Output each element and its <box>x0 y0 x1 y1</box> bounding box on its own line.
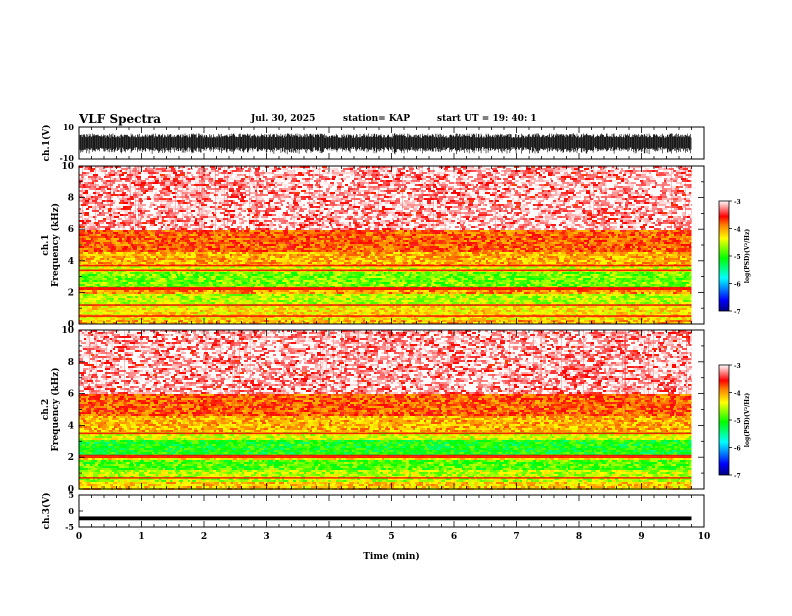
ch1-colorbar-title: log(PSD)(V²/Hz) <box>744 229 751 284</box>
station-label: station= KAP <box>343 114 410 124</box>
ch1-colorbar-label: -6 <box>734 282 741 289</box>
ch1-ylabel-freq: Frequency (kHz) <box>50 203 61 287</box>
ch2-spectrogram <box>79 330 692 490</box>
date-label: Jul. 30, 2025 <box>251 114 315 124</box>
x-tick-label: 0 <box>76 532 82 542</box>
ch2-ylabel-channel: ch.2 <box>41 399 51 420</box>
x-tick-label: 9 <box>638 532 644 542</box>
ch1-waveform-trace <box>80 133 691 154</box>
x-tick-label: 2 <box>201 532 207 542</box>
ch2-ylabel-freq: Frequency (kHz) <box>50 367 61 451</box>
ch1-colorbar-label: -5 <box>734 254 741 261</box>
ch3-ytick-label: 5 <box>68 490 74 500</box>
figure-title: VLF Spectra <box>79 112 161 126</box>
ch2-ytick-label: 2 <box>68 453 74 463</box>
ch2-ytick-label: 6 <box>68 390 74 400</box>
x-tick-label: 6 <box>451 532 457 542</box>
ch1-ytick-label: 2 <box>68 288 74 298</box>
ch1-ytick-label: 10 <box>61 162 74 172</box>
vlf-spectra-figure: VLF Spectra Jul. 30, 2025 station= KAP s… <box>0 0 792 612</box>
plot-area: 10-10ch.1(V)0246810ch.1Frequency (kHz)-3… <box>0 0 792 612</box>
ch1-waveform-ylabel: ch.1(V) <box>41 125 52 162</box>
x-tick-label: 1 <box>138 532 144 542</box>
ch2-colorbar-label: -6 <box>734 446 741 453</box>
x-tick-label: 3 <box>263 532 269 542</box>
ch3-ytick-label: 0 <box>68 506 74 516</box>
ch2-colorbar-label: -3 <box>734 363 741 370</box>
x-tick-label: 8 <box>576 532 582 542</box>
ch1-ylabel-channel: ch.1 <box>41 234 51 255</box>
ch1-spectrogram <box>79 166 692 324</box>
x-tick-label: 5 <box>388 532 394 542</box>
x-axis-title: Time (min) <box>363 551 420 562</box>
ch2-colorbar-label: -5 <box>734 418 741 425</box>
ch1-ytick-label: 4 <box>68 257 74 267</box>
ch2-colorbar-label: -4 <box>734 391 741 398</box>
x-tick-label: 10 <box>698 532 711 542</box>
ch1-colorbar-label: -7 <box>734 309 741 316</box>
ch3-waveform-ylabel: ch.3(V) <box>41 493 52 530</box>
ch1-colorbar-label: -3 <box>734 199 741 206</box>
x-tick-label: 4 <box>326 532 332 542</box>
ch1-colorbar <box>719 201 729 311</box>
ch2-colorbar-label: -7 <box>734 473 741 480</box>
ch2-ytick-label: 8 <box>68 358 74 368</box>
x-tick-label: 7 <box>513 532 519 542</box>
ch1-ytick-label: 6 <box>68 225 74 235</box>
ch3-ytick-label: -5 <box>65 522 74 532</box>
ch2-ytick-label: 10 <box>61 326 74 336</box>
ch2-ytick-label: 4 <box>68 421 74 431</box>
ch2-colorbar <box>719 365 729 475</box>
start-time-label: start UT = 19: 40: 1 <box>437 114 537 124</box>
ch1-ytick-label: 10 <box>63 122 75 132</box>
ch1-ytick-label: 8 <box>68 194 74 204</box>
ch1-colorbar-label: -4 <box>734 227 741 234</box>
ch3-waveform-trace <box>79 516 692 520</box>
ch2-colorbar-title: log(PSD)(V²/Hz) <box>744 393 751 448</box>
